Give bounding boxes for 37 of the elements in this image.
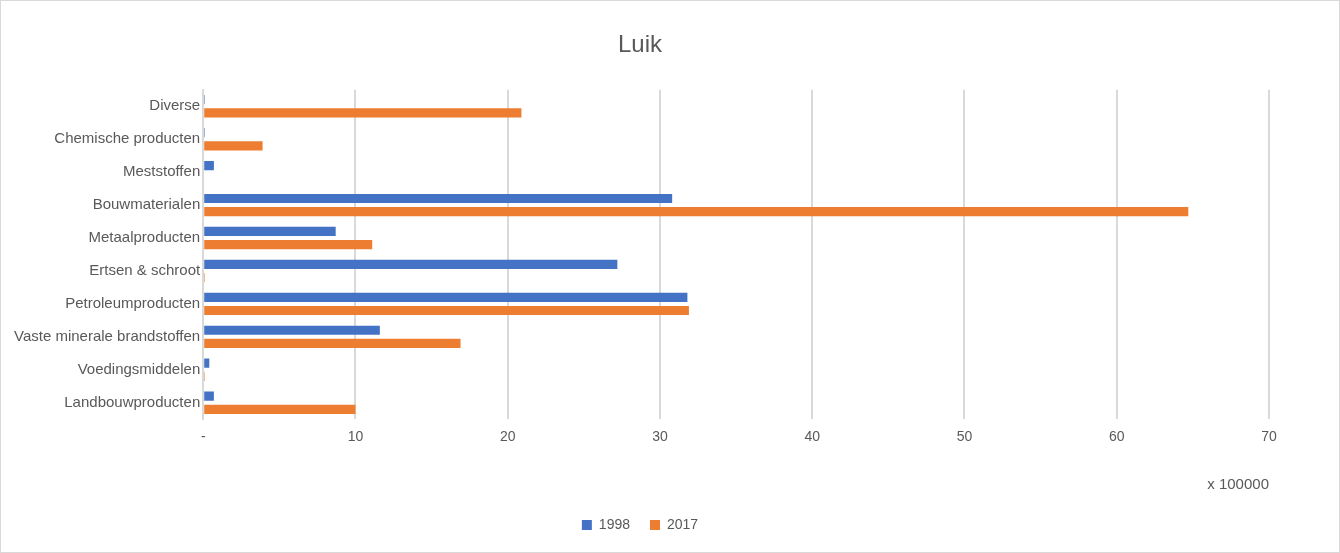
y-tick-label: Petroleumproducten xyxy=(65,294,201,312)
y-tick-label: Ertsen & schroot xyxy=(89,261,202,279)
bar xyxy=(204,292,688,302)
x-axis-title: x 100000 xyxy=(1207,475,1269,493)
y-tick-label: Meststoffen xyxy=(122,162,201,180)
x-tick-label: 60 xyxy=(1108,428,1125,445)
x-tick-label: 20 xyxy=(499,428,516,445)
y-tick-label: Landbouwproducten xyxy=(64,392,201,410)
bar xyxy=(204,207,1189,217)
bar xyxy=(204,108,522,118)
y-tick-label: Vaste minerale brandstoffen xyxy=(13,326,201,344)
x-tick-label: - xyxy=(200,428,206,445)
y-tick-label: Diverse xyxy=(149,96,201,114)
bar xyxy=(204,391,214,401)
y-tick-label: Voedingsmiddelen xyxy=(77,359,201,377)
bar xyxy=(204,259,618,269)
bar xyxy=(204,193,673,204)
bar xyxy=(204,226,336,237)
x-tick-label: 10 xyxy=(347,428,364,445)
bar xyxy=(204,160,214,171)
y-tick-label: Bouwmaterialen xyxy=(92,195,201,213)
bar xyxy=(204,240,373,250)
y-tick-label: Metaalproducten xyxy=(88,228,201,246)
y-tick-label: Chemische producten xyxy=(54,129,201,147)
bar xyxy=(204,305,689,316)
legend-label: 2017 xyxy=(667,515,699,532)
x-tick-label: 70 xyxy=(1261,428,1277,445)
x-tick-label: 50 xyxy=(956,428,973,445)
legend-label: 1998 xyxy=(598,515,631,532)
bar xyxy=(204,338,461,349)
bar xyxy=(204,358,210,368)
chart-title: Luik xyxy=(617,30,664,58)
x-tick-label: 40 xyxy=(804,428,821,445)
bar xyxy=(204,141,263,151)
bar xyxy=(204,404,356,414)
x-tick-label: 30 xyxy=(652,428,668,445)
bar xyxy=(204,325,380,335)
